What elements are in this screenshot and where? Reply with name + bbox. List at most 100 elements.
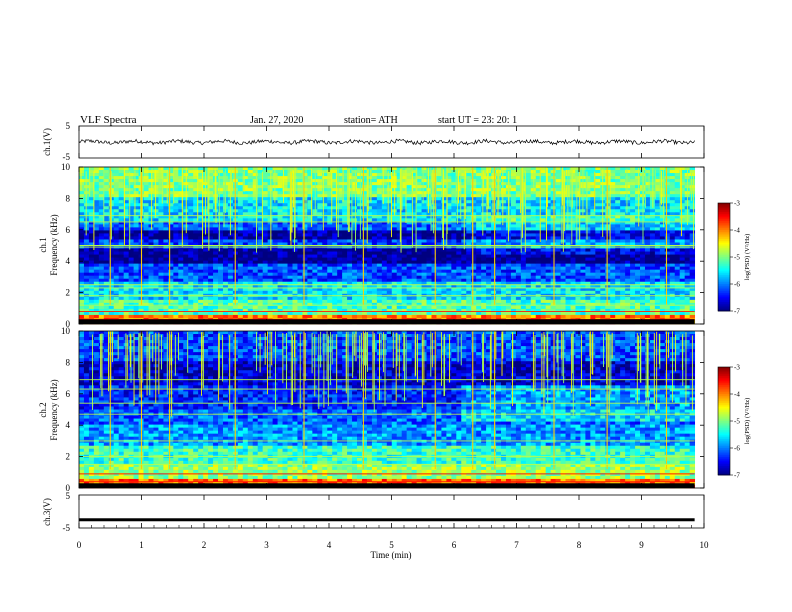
spectrogram-cell [277, 305, 283, 310]
spectrogram-cell [515, 239, 522, 243]
spectrogram-cell [83, 233, 90, 237]
spectrogram-cell [237, 257, 244, 261]
spectrogram-cell [227, 287, 234, 292]
spectrogram-cell [545, 194, 552, 198]
spectrogram-cell [376, 305, 383, 310]
spectrogram-cell [307, 227, 313, 231]
spectrogram-cell [327, 233, 333, 237]
spectrogram-cell [352, 242, 358, 246]
spectrogram-cell [267, 257, 274, 261]
spectrogram-cell [411, 218, 417, 222]
spectrogram-cell [371, 215, 378, 219]
spectrogram-cell [322, 212, 328, 216]
spectrogram-cell [332, 188, 338, 192]
spectrogram-cell [198, 233, 204, 237]
spectrogram-cell [357, 224, 363, 228]
spectrogram-cell [436, 248, 442, 252]
spectrogram-cell [436, 200, 442, 204]
spectrogram-cell [242, 299, 249, 304]
spectrogram-cell [297, 203, 303, 207]
spectrogram-cell [535, 191, 542, 195]
spectrogram-cell [198, 272, 204, 277]
spectrogram-cell [327, 278, 333, 283]
spectrogram-cell [371, 239, 378, 243]
spectrogram-cell [491, 275, 497, 280]
spectrogram-cell [272, 206, 278, 210]
spectrogram-cell [426, 167, 432, 171]
spectrogram-cell [193, 182, 199, 186]
spectrogram-cell [227, 254, 234, 258]
spectrogram-cell [193, 173, 199, 177]
spectrogram-cell [416, 170, 422, 174]
spectrogram-cell [83, 227, 90, 231]
spectrogram-cell [520, 248, 527, 252]
spectrogram-cell [143, 167, 149, 171]
spectrogram-cell [357, 200, 363, 204]
spectrogram-cell [520, 269, 527, 274]
spectrogram-cell [198, 200, 204, 204]
spectrogram-cell [515, 290, 522, 295]
spectrogram-cell [208, 224, 214, 228]
spectrogram-cell [441, 284, 447, 289]
spectrogram-cell [357, 230, 363, 234]
spectrogram-cell [332, 272, 338, 277]
spectrogram-cell [357, 308, 363, 313]
spectrogram-cell [287, 260, 293, 265]
spectrogram-cell [357, 296, 363, 301]
spectrogram-cell [163, 242, 169, 246]
spectrogram-cell [103, 239, 110, 243]
spectrogram-cell [227, 248, 234, 252]
spectrogram-cell [277, 311, 283, 316]
spectrogram-cell [421, 233, 427, 237]
spectrogram-cell [262, 191, 269, 195]
spectrogram-cell [525, 254, 532, 258]
spectrogram-cell [456, 209, 462, 213]
spectrogram-cell [411, 281, 417, 286]
spectrogram-cell [302, 308, 308, 313]
spectrogram-cell [133, 206, 139, 210]
spectrogram-cell [242, 314, 249, 319]
spectrogram-cell [297, 296, 303, 301]
spectrogram-cell [79, 275, 85, 280]
spectrogram-cell [545, 272, 552, 277]
spectrogram-cell [113, 179, 120, 183]
spectrogram-cell [545, 188, 552, 192]
spectrogram-cell [550, 221, 557, 225]
spectrogram-cell [287, 308, 293, 313]
spectrogram-cell [163, 290, 169, 295]
spectrogram-cell [525, 182, 532, 186]
spectrogram-cell [357, 227, 363, 231]
spectrogram-cell [406, 233, 413, 237]
spectrogram-cell [361, 176, 368, 180]
spectrogram-cell [386, 302, 393, 307]
spectrogram-cell [178, 185, 184, 189]
spectrogram-cell [505, 296, 512, 301]
spectrogram-cell [292, 290, 298, 295]
spectrogram-cell [431, 257, 437, 261]
spectrogram-cell [471, 287, 477, 292]
spectrogram-cell [98, 182, 105, 186]
spectrogram-cell [550, 281, 557, 286]
spectrogram-cell [431, 191, 437, 195]
spectrogram-cell [396, 254, 403, 258]
spectrogram-cell [193, 314, 199, 319]
spectrogram-cell [471, 272, 477, 277]
spectrogram-cell [133, 284, 139, 289]
spectrogram-cell [252, 296, 259, 301]
spectrogram-cell [426, 290, 432, 295]
spectrogram-cell [381, 251, 388, 255]
spectrogram-cell [277, 221, 283, 225]
spectrogram-cell [307, 284, 313, 289]
spectrogram-cell [178, 194, 184, 198]
spectrogram-cell [342, 305, 348, 310]
spectrogram-cell [237, 212, 244, 216]
spectrogram-cell [218, 308, 224, 313]
spectrogram-cell [222, 167, 229, 171]
spectrogram-cell [535, 254, 542, 258]
spectrogram-cell [510, 230, 517, 234]
spectrogram-cell [297, 206, 303, 210]
spectrogram-cell [79, 260, 85, 265]
spectrogram-cell [262, 296, 269, 301]
spectrogram-cell [391, 233, 398, 237]
spectrogram-cell [222, 296, 229, 301]
